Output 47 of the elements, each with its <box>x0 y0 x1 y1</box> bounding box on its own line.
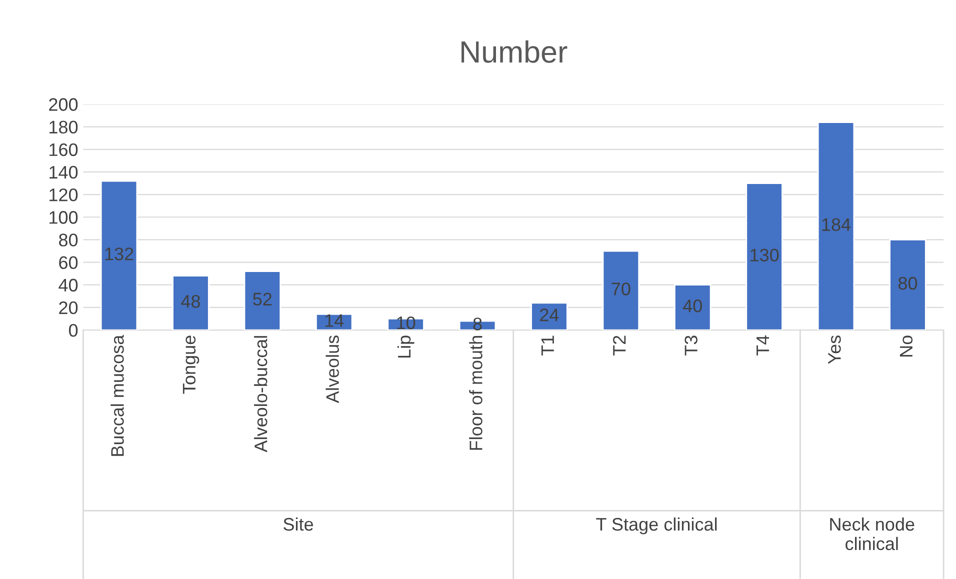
bar <box>244 270 282 330</box>
y-tick-label: 100 <box>50 211 78 224</box>
x-tick-label: Tongue <box>182 336 200 394</box>
y-tick-label: 0 <box>68 324 78 337</box>
y-tick-label: 200 <box>49 98 78 111</box>
bar <box>817 122 855 330</box>
y-tick-label: 40 <box>58 278 78 292</box>
y-tick-label: 80 <box>59 234 78 246</box>
data-label: 24 <box>540 308 559 322</box>
y-tick-label: 140 <box>50 166 78 179</box>
bar <box>172 275 210 330</box>
bar <box>602 250 640 330</box>
data-label: 130 <box>750 248 779 262</box>
y-tick-label: 180 <box>50 120 78 134</box>
bar <box>100 180 138 330</box>
x-tick-label: Buccal mucosa <box>110 334 124 456</box>
data-label: 70 <box>612 282 630 296</box>
data-label: 10 <box>397 316 416 330</box>
data-label: 80 <box>898 276 918 290</box>
data-label: 48 <box>181 294 200 308</box>
x-tick-label: Alveolo-buccal <box>254 336 268 452</box>
bar <box>674 284 712 330</box>
x-tick-label: Lip <box>397 336 414 358</box>
data-label: 132 <box>105 248 134 260</box>
x-tick-label: Floor of mouth <box>469 336 482 450</box>
text: Neck node clinical <box>830 517 914 550</box>
bar <box>889 239 926 330</box>
y-tick-label: 60 <box>59 256 78 270</box>
x-tick-label: T2 <box>612 336 626 356</box>
x-tick-label: T1 <box>541 336 554 356</box>
x-tick-label: No <box>900 336 913 356</box>
bar <box>530 302 568 330</box>
bar <box>746 182 783 330</box>
text: Site <box>284 517 314 531</box>
y-tick-label: 120 <box>50 188 78 202</box>
x-tick-label: Alveolus <box>326 336 339 404</box>
text: T Stage clinical <box>596 517 717 534</box>
chart-title: Number <box>462 40 568 63</box>
data-label: 40 <box>682 300 702 312</box>
x-tick-label: Yes <box>828 336 841 364</box>
data-label: 184 <box>822 218 851 232</box>
y-tick-label: 20 <box>59 301 78 314</box>
y-tick-label: 160 <box>50 143 78 156</box>
data-label: 52 <box>253 292 272 306</box>
x-tick-label: T4 <box>756 335 769 356</box>
data-label: 14 <box>325 314 344 327</box>
x-tick-label: T3 <box>684 336 698 356</box>
